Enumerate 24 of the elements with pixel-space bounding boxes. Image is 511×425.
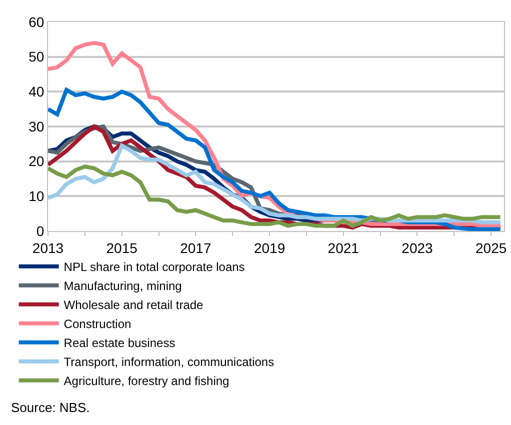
x-tick-label: 2025 (476, 240, 507, 256)
x-tick-label: 2023 (402, 240, 434, 256)
source-note: Source: NBS. (11, 400, 90, 415)
y-tick-label: 0 (36, 222, 44, 239)
y-tick-label: 50 (28, 48, 44, 65)
x-tick-label: 2015 (106, 240, 138, 256)
line-series (48, 164, 502, 228)
legend-label: Wholesale and retail trade (64, 298, 204, 312)
y-tick-label: 10 (28, 188, 44, 204)
legend-label: Construction (64, 317, 132, 332)
x-tick-label: 2021 (328, 240, 360, 256)
legend-label: NPL share in total corporate loans (64, 260, 245, 274)
legend-label: Transport, information, communications (64, 355, 274, 370)
y-tick-label: 60 (28, 14, 44, 30)
legend-label: Agriculture, forestry and fishing (64, 374, 230, 388)
legend-label: Real estate business (64, 336, 176, 350)
x-tick-label: 2017 (180, 240, 212, 256)
y-tick-label: 30 (28, 118, 44, 134)
y-tick-label: 20 (28, 153, 44, 170)
x-tick-label: 2019 (254, 240, 286, 256)
legend-label: Manufacturing, mining (64, 279, 182, 294)
line-series (48, 144, 502, 224)
y-tick-label: 40 (28, 84, 44, 100)
x-tick-label: 2013 (32, 240, 64, 256)
